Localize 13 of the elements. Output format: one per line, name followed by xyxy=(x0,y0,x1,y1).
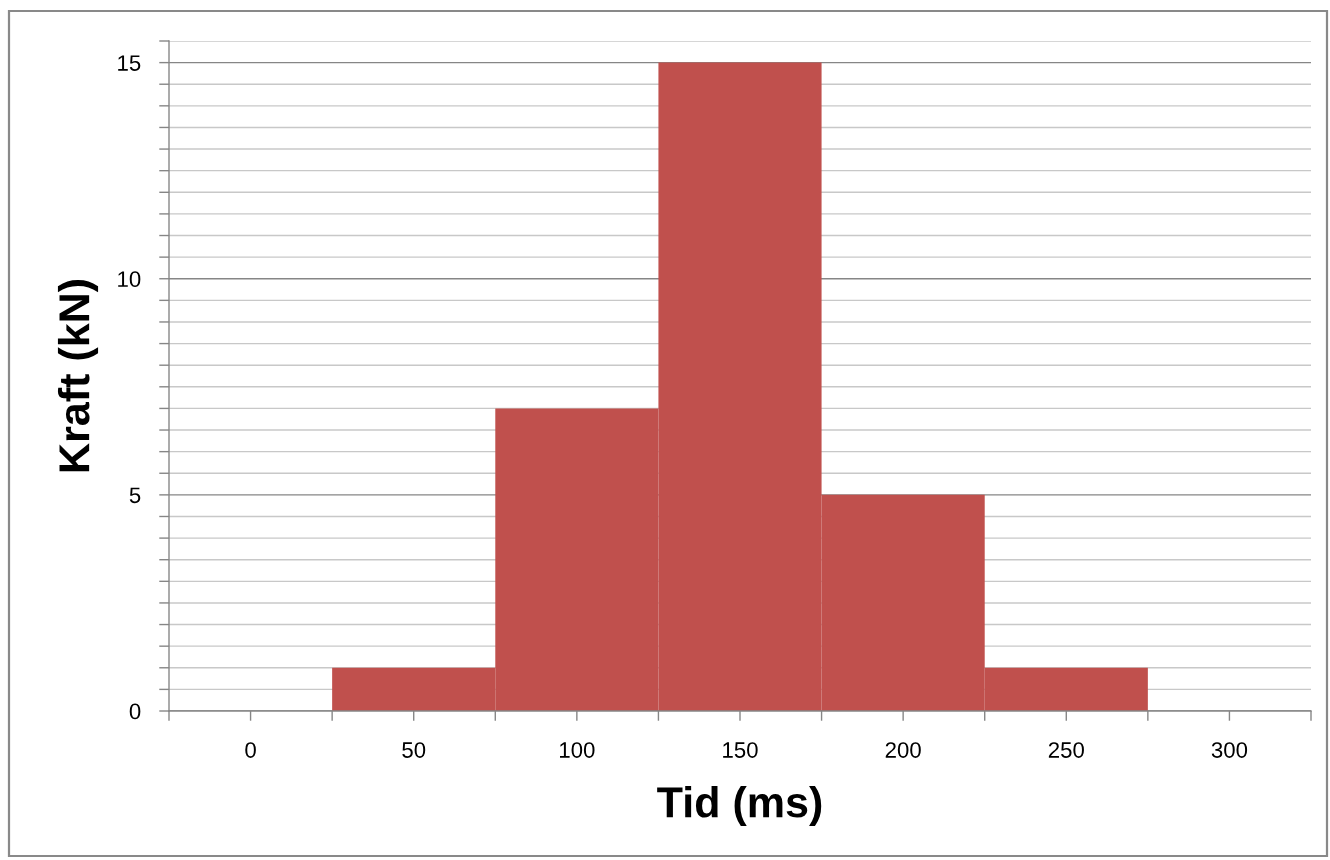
x-tick-label: 50 xyxy=(402,742,426,758)
x-tick-label: 100 xyxy=(560,742,595,758)
x-tick-label: 300 xyxy=(1211,742,1248,758)
x-tick-label: 0 xyxy=(245,742,256,758)
y-tick-label: 10 xyxy=(118,271,141,288)
y-tick-label: 5 xyxy=(129,487,141,504)
x-tick-label: 150 xyxy=(723,742,758,758)
x-tick-label: 250 xyxy=(1048,742,1084,758)
x-axis-title: Tid (ms) xyxy=(657,785,822,827)
y-tick-label: 0 xyxy=(129,703,141,720)
y-axis-title: Kraft (kN) xyxy=(57,280,99,472)
y-tick-label: 15 xyxy=(118,55,141,71)
x-tick-label: 200 xyxy=(885,742,921,758)
